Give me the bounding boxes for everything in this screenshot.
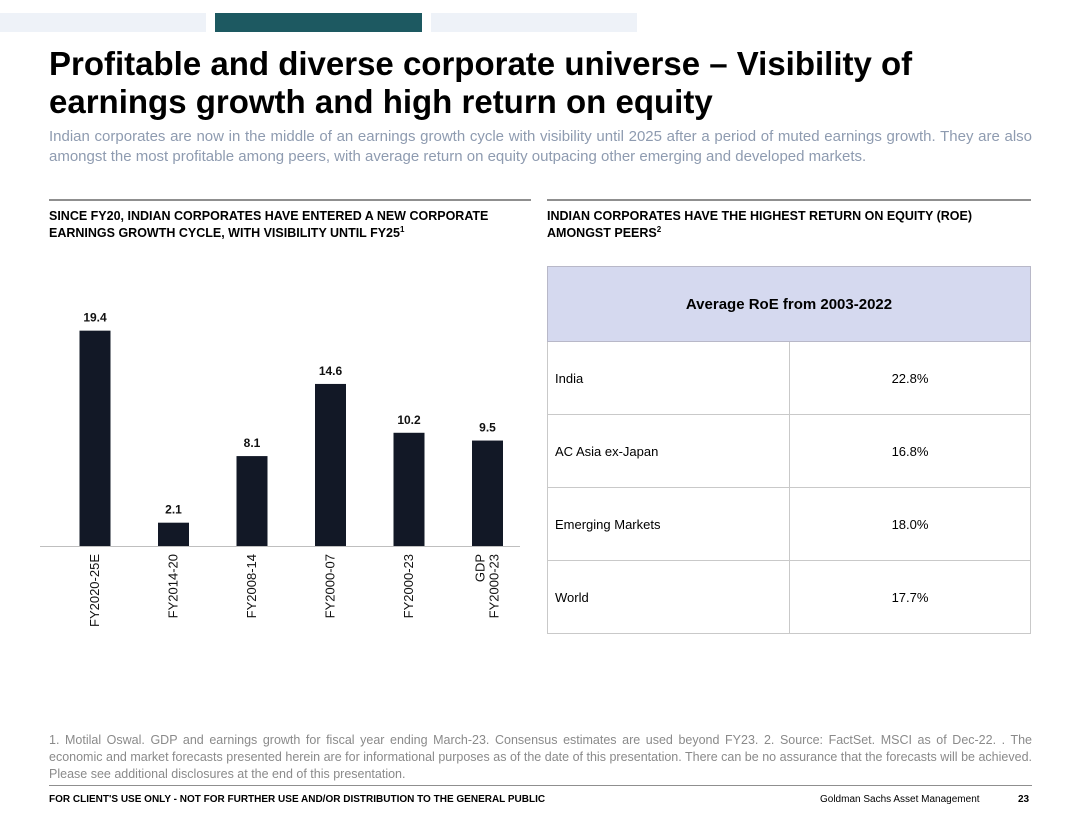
table-row: World 17.7% — [547, 560, 1031, 634]
x-tick-label-1: FY2020-25E — [87, 554, 102, 627]
bar-5 — [393, 432, 425, 546]
top-decor-bar-left — [0, 13, 206, 32]
earnings-growth-chart: 19.4 FY2020-25E 2.1 FY2014-20 8.1 FY2008-14 14… — [40, 290, 540, 640]
svg-text:FY2000-23: FY2000-23 — [401, 554, 416, 618]
bar-2 — [158, 522, 189, 546]
roe-table-header: Average RoE from 2003-2022 — [547, 266, 1031, 342]
roe-table-header-row: Average RoE from 2003-2022 — [547, 266, 1031, 342]
right-section-divider — [547, 199, 1031, 201]
right-section-heading: INDIAN CORPORATES HAVE THE HIGHEST RETUR… — [547, 208, 1032, 242]
bar-chart-svg: 19.4 FY2020-25E 2.1 FY2014-20 8.1 FY2008-14 14… — [40, 311, 520, 627]
page-title: Profitable and diverse corporate univers… — [49, 45, 913, 120]
right-section-footnote-ref: 2 — [656, 224, 662, 234]
bar-4 — [315, 383, 346, 546]
svg-text:FY2000-23: FY2000-23 — [487, 554, 502, 618]
data-label-2: 2.1 — [165, 503, 182, 517]
svg-text:GDP: GDP — [473, 554, 488, 582]
bar-1 — [79, 330, 111, 546]
data-label-6: 9.5 — [479, 421, 496, 435]
bar-3 — [236, 456, 268, 546]
table-cell-market: India — [547, 341, 790, 415]
data-label-5: 10.2 — [397, 413, 421, 427]
table-cell-market: AC Asia ex-Japan — [547, 414, 790, 488]
table-row: Emerging Markets 18.0% — [547, 487, 1031, 561]
table-cell-roe: 17.7% — [789, 560, 1031, 634]
table-cell-market: World — [547, 560, 790, 634]
table-row: AC Asia ex-Japan 16.8% — [547, 414, 1031, 488]
data-label-3: 8.1 — [244, 436, 261, 450]
data-label-4: 14.6 — [319, 364, 343, 378]
x-tick-label-2: FY2014-20 — [166, 554, 181, 618]
table-cell-market: Emerging Markets — [547, 487, 790, 561]
table-cell-roe: 16.8% — [789, 414, 1031, 488]
footer-divider — [49, 785, 1032, 786]
table-cell-roe: 22.8% — [789, 341, 1031, 415]
x-tick-label-5: FY2000-23 — [401, 554, 416, 618]
svg-text:FY2014-20: FY2014-20 — [166, 554, 181, 618]
bar-6 — [472, 440, 503, 546]
right-section-heading-text: INDIAN CORPORATES HAVE THE HIGHEST RETUR… — [547, 209, 973, 240]
x-tick-label-6: GDP FY2000-23 — [473, 554, 502, 618]
svg-text:FY2020-25E: FY2020-25E — [87, 554, 102, 627]
svg-text:FY2008-14: FY2008-14 — [244, 554, 259, 618]
left-section-heading-text: SINCE FY20, INDIAN CORPORATES HAVE ENTER… — [49, 209, 489, 240]
x-tick-label-4: FY2000-07 — [323, 554, 338, 618]
left-section-footnote-ref: 1 — [399, 224, 405, 234]
page-number: 23 — [1018, 794, 1030, 805]
footnote: 1. Motilal Oswal. GDP and earnings growt… — [49, 733, 1032, 781]
page-subtitle: Indian corporates are now in the middle … — [49, 128, 1032, 165]
table-cell-roe: 18.0% — [789, 487, 1031, 561]
left-section-divider — [49, 199, 531, 201]
footer-disclaimer: FOR CLIENT'S USE ONLY - NOT FOR FURTHER … — [49, 794, 546, 805]
top-decor-bar-active — [215, 13, 422, 32]
top-decor-bar-right — [431, 13, 637, 32]
x-tick-label-3: FY2008-14 — [244, 554, 259, 618]
svg-text:FY2000-07: FY2000-07 — [323, 554, 338, 618]
left-section-heading: SINCE FY20, INDIAN CORPORATES HAVE ENTER… — [49, 208, 534, 242]
footer-brand: Goldman Sachs Asset Management — [820, 794, 980, 805]
roe-table: Average RoE from 2003-2022 India 22.8% A… — [547, 266, 1031, 634]
table-row: India 22.8% — [547, 341, 1031, 415]
data-label-1: 19.4 — [83, 311, 107, 325]
